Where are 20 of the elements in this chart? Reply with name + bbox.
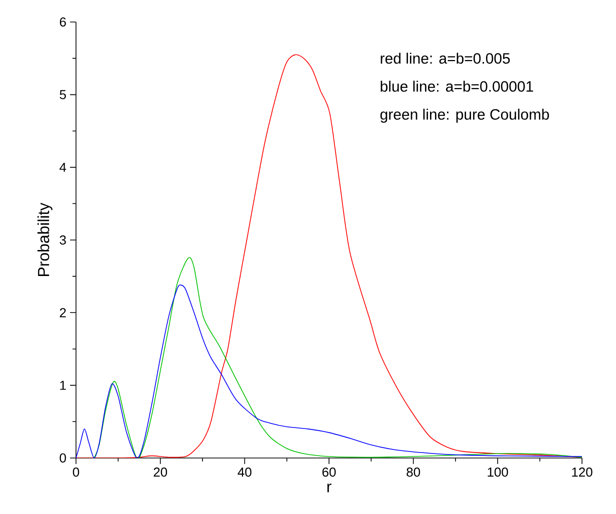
x-axis-title: r: [327, 484, 332, 492]
x-tick-label: 0: [72, 468, 80, 477]
x-tick-label: 20: [154, 468, 168, 477]
y-tick-label: 6: [60, 17, 66, 27]
annotation: red line: a=b=0.005: [380, 52, 510, 64]
line-series: [94, 258, 582, 458]
y-tick-label: 4: [60, 162, 66, 172]
y-tick-label: 3: [60, 235, 66, 245]
x-tick-label: 100: [488, 468, 508, 477]
annotation: blue line: a=b=0.00001: [380, 80, 534, 92]
y-tick-label: 2: [60, 308, 66, 318]
x-tick-label: 40: [238, 468, 252, 477]
x-tick-label: 60: [322, 468, 336, 477]
x-tick-label: 120: [572, 468, 592, 477]
x-tick-label: 80: [406, 468, 420, 477]
annotation: green line: pure Coulomb: [380, 108, 549, 123]
y-tick-label: 0: [60, 453, 66, 463]
y-axis-title: Probability: [37, 202, 52, 276]
y-tick-label: 1: [60, 380, 66, 390]
y-tick-label: 5: [60, 90, 66, 100]
